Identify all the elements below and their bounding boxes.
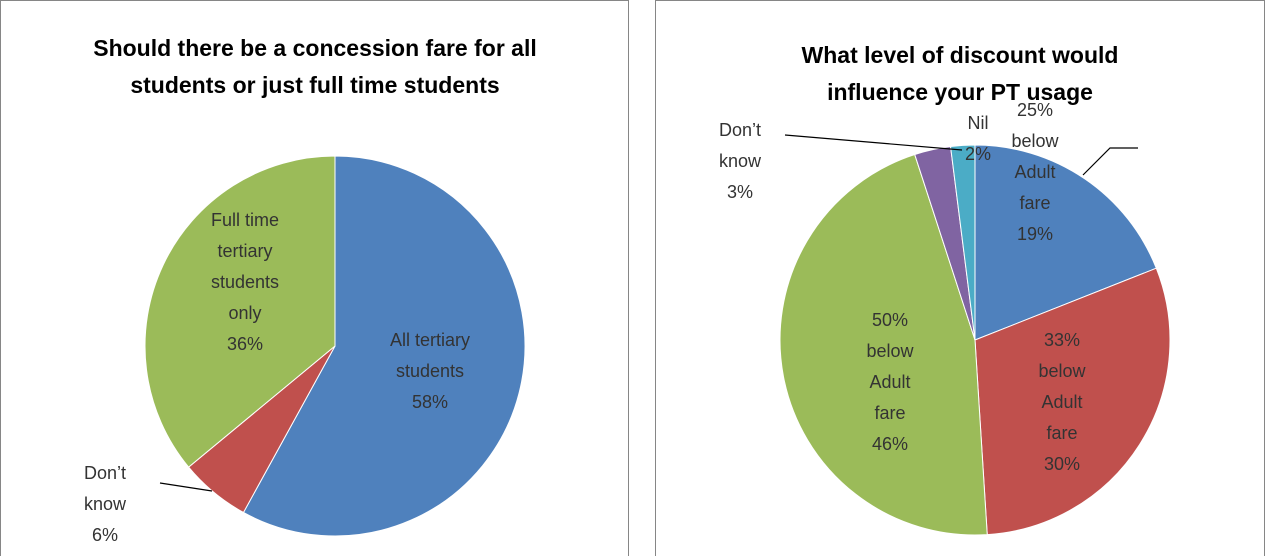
pie-slice (242, 155, 526, 537)
data-label: Don’t know 3% (705, 115, 775, 208)
data-label: Nil 2% (958, 108, 998, 170)
label-category: 50% below Adult fare (866, 310, 914, 423)
label-value: 46% (871, 434, 909, 454)
label-value: 6% (91, 525, 118, 545)
data-label: 25% below Adult fare 19% (1000, 95, 1070, 250)
label-category: Nil (967, 113, 989, 133)
data-label: 50% below Adult fare 46% (855, 305, 925, 460)
label-category: Don’t know (83, 463, 127, 514)
label-category: Full time tertiary students only (210, 210, 280, 323)
label-value: 30% (1043, 454, 1081, 474)
leader-line (1082, 147, 1138, 176)
data-label: All tertiary students 58% (385, 325, 475, 418)
chart-title: What level of discount would influence y… (801, 42, 1119, 105)
data-label: Don’t know 6% (70, 458, 140, 551)
label-value: 2% (964, 144, 991, 164)
label-category: Don’t know (718, 120, 762, 171)
data-label: 33% below Adult fare 30% (1027, 325, 1097, 480)
pie-slice (974, 144, 1157, 341)
chart-title: Should there be a concession fare for al… (93, 35, 537, 98)
pie-slice (779, 153, 988, 536)
leader-line (159, 482, 213, 492)
data-label: Full time tertiary students only 36% (193, 205, 298, 360)
label-value: 36% (226, 334, 264, 354)
label-value: 3% (726, 182, 753, 202)
leader-line (784, 134, 963, 151)
label-value: 19% (1016, 224, 1054, 244)
pie-slice (974, 267, 1171, 536)
leader-lines (159, 134, 1138, 492)
label-value: 58% (411, 392, 449, 412)
label-category: 25% below Adult fare (1011, 100, 1059, 213)
pie-slice (950, 144, 976, 341)
label-category: 33% below Adult fare (1038, 330, 1086, 443)
label-category: All tertiary students (389, 330, 470, 381)
pie-slice (144, 155, 336, 468)
